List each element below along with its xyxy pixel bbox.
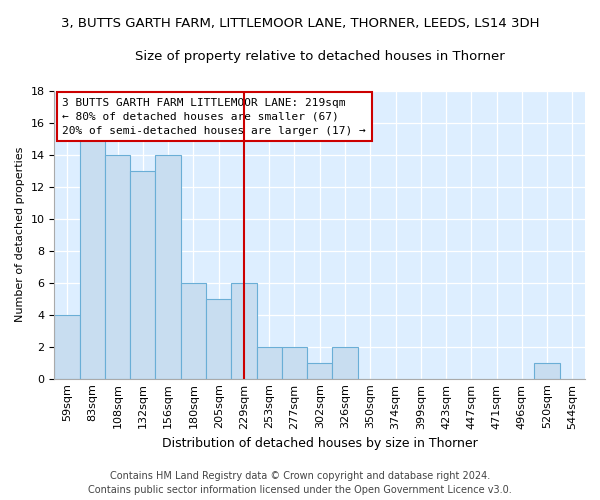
Bar bbox=[155, 154, 181, 378]
Bar bbox=[307, 362, 332, 378]
Bar bbox=[535, 362, 560, 378]
Text: 3, BUTTS GARTH FARM, LITTLEMOOR LANE, THORNER, LEEDS, LS14 3DH: 3, BUTTS GARTH FARM, LITTLEMOOR LANE, TH… bbox=[61, 18, 539, 30]
Bar bbox=[332, 346, 358, 378]
Bar bbox=[206, 298, 231, 378]
Bar bbox=[257, 346, 282, 378]
Text: Contains HM Land Registry data © Crown copyright and database right 2024.
Contai: Contains HM Land Registry data © Crown c… bbox=[88, 471, 512, 495]
Text: 3 BUTTS GARTH FARM LITTLEMOOR LANE: 219sqm
← 80% of detached houses are smaller : 3 BUTTS GARTH FARM LITTLEMOOR LANE: 219s… bbox=[62, 98, 366, 136]
X-axis label: Distribution of detached houses by size in Thorner: Distribution of detached houses by size … bbox=[162, 437, 478, 450]
Bar bbox=[80, 138, 105, 378]
Y-axis label: Number of detached properties: Number of detached properties bbox=[15, 147, 25, 322]
Bar bbox=[105, 154, 130, 378]
Bar bbox=[282, 346, 307, 378]
Title: Size of property relative to detached houses in Thorner: Size of property relative to detached ho… bbox=[135, 50, 505, 63]
Bar bbox=[181, 282, 206, 378]
Bar bbox=[55, 314, 80, 378]
Bar bbox=[231, 282, 257, 378]
Bar bbox=[130, 170, 155, 378]
